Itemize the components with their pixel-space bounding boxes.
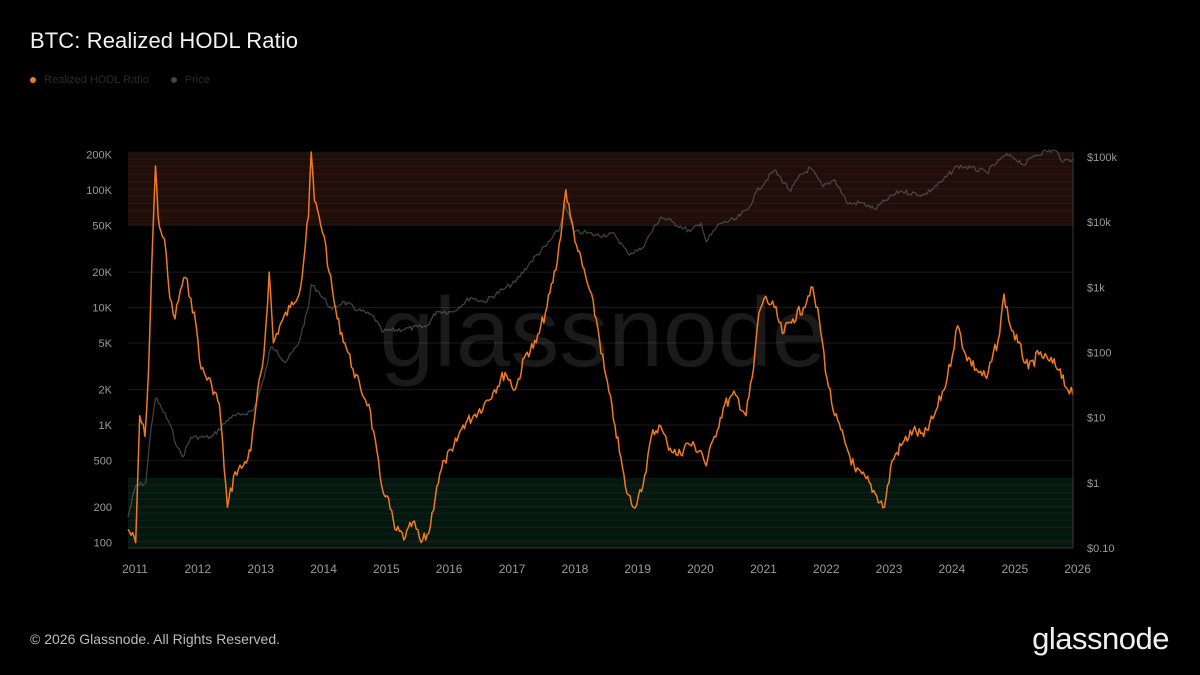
y-right-tick-$1k: $1k (1087, 282, 1105, 294)
x-tick-2022: 2022 (813, 562, 840, 576)
y-left-tick-2K: 2K (99, 385, 113, 397)
legend-swatch-hodl-ratio (30, 77, 36, 83)
footer-copyright: © 2026 Glassnode. All Rights Reserved. (30, 631, 281, 647)
x-tick-2024: 2024 (938, 562, 965, 576)
y-left-tick-100K: 100K (86, 185, 112, 197)
chart-bands (128, 151, 1073, 548)
x-tick-2017: 2017 (499, 562, 526, 576)
y-right-tick-$0.10: $0.10 (1087, 543, 1115, 555)
x-tick-2025: 2025 (1001, 562, 1028, 576)
x-tick-2015: 2015 (373, 562, 400, 576)
x-tick-2011: 2011 (122, 562, 148, 576)
y-left-tick-labels: 100 200 500 1K 2K 5K 10K 20K 50K 100K 200K (86, 149, 112, 549)
x-tick-2023: 2023 (876, 562, 903, 576)
series-price-group (127, 149, 1074, 518)
chart-gridlines (128, 153, 1073, 544)
x-tick-2014: 2014 (310, 562, 337, 576)
x-tick-2019: 2019 (624, 562, 651, 576)
y-right-tick-$100k: $100k (1087, 152, 1117, 164)
x-tick-2020: 2020 (687, 562, 714, 576)
y-right-tick-$1: $1 (1087, 478, 1099, 490)
page-title: BTC: Realized HODL Ratio (30, 28, 299, 53)
x-tick-2021: 2021 (750, 562, 777, 576)
legend-label-hodl-ratio: Realized HODL Ratio (44, 74, 149, 86)
y-left-tick-200K: 200K (86, 149, 112, 161)
y-left-tick-1K: 1K (99, 420, 113, 432)
chart-axes (128, 152, 1074, 549)
y-left-tick-200: 200 (94, 502, 112, 514)
x-tick-labels: 2011 2012 2013 2014 2015 2016 2017 2018 2019 2020… (122, 562, 1091, 576)
x-tick-2013: 2013 (247, 562, 274, 576)
y-right-tick-$10: $10 (1087, 413, 1105, 425)
y-left-tick-20K: 20K (92, 267, 112, 279)
y-left-tick-50K: 50K (92, 220, 112, 232)
y-right-tick-labels: $0.10 $1 $10 $100 $1k $10k $100k (1087, 152, 1117, 555)
y-left-tick-10K: 10K (92, 302, 112, 314)
series-line-realized-hodl-ratio (127, 151, 1074, 544)
legend-label-price: Price (184, 74, 210, 86)
x-tick-2012: 2012 (184, 562, 211, 576)
x-tick-2016: 2016 (436, 562, 463, 576)
x-tick-2018: 2018 (562, 562, 589, 576)
series-line-price (127, 149, 1074, 518)
legend: Realized HODL Ratio Price (30, 74, 210, 86)
legend-item-hodl-ratio[interactable]: Realized HODL Ratio (30, 74, 149, 86)
legend-swatch-price (170, 77, 177, 83)
y-left-tick-5K: 5K (99, 338, 113, 350)
watermark: glassnode (380, 277, 827, 387)
y-right-tick-$100: $100 (1087, 348, 1111, 360)
y-left-tick-100: 100 (94, 538, 112, 550)
series-hodl-ratio-group (127, 151, 1074, 544)
y-right-tick-$10k: $10k (1087, 217, 1111, 229)
y-left-tick-500: 500 (94, 455, 112, 467)
legend-item-price[interactable]: Price (170, 74, 210, 86)
x-tick-2026: 2026 (1064, 562, 1091, 576)
footer-logo: glassnode (1032, 621, 1169, 656)
